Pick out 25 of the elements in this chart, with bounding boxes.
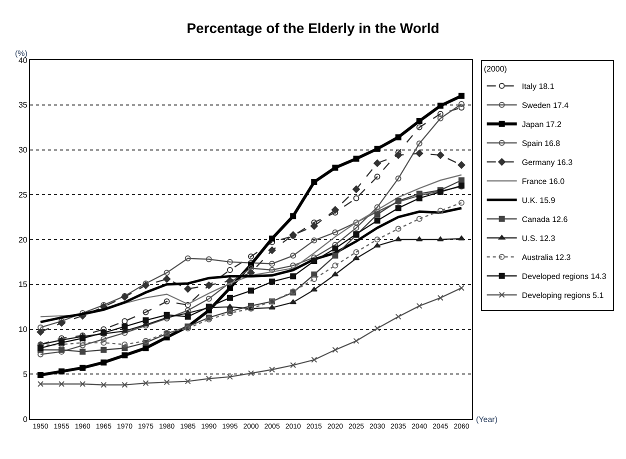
y-tick-label: 25: [18, 190, 28, 200]
legend-label: Germany 16.3: [522, 158, 574, 168]
y-tick-label: 10: [18, 325, 28, 334]
legend-label: Canada 12.6: [522, 215, 568, 224]
legend-label: Sweden 17.4: [522, 101, 570, 110]
legend-title: (2000): [484, 64, 508, 74]
y-tick-label: 30: [18, 146, 28, 155]
y-tick-label: 35: [18, 100, 28, 110]
legend-label: Developing regions 5.1: [522, 291, 604, 300]
legend-label: U.K. 15.9: [522, 196, 556, 206]
y-tick-label: 20: [18, 235, 28, 244]
legend-label: France 16.0: [522, 177, 566, 186]
y-tick-label: 5: [22, 370, 28, 379]
x-axis-title: (Year): [476, 415, 498, 424]
y-tick-label: 40: [18, 56, 28, 65]
y-tick-label: 0: [22, 414, 28, 424]
y-tick-label: 15: [18, 280, 28, 290]
legend-label: Spain 16.8: [522, 139, 561, 148]
y-axis-title: (%): [15, 49, 28, 58]
legend-label: U.S. 12.3: [522, 234, 556, 244]
legend-label: Australia 12.3: [522, 253, 572, 262]
legend-label: Italy 18.1: [522, 82, 555, 92]
legend-label: Japan 17.2: [522, 120, 562, 130]
chart-title: Percentage of the Elderly in the World: [186, 20, 440, 36]
legend-label: Developed regions 14.3: [522, 272, 607, 282]
